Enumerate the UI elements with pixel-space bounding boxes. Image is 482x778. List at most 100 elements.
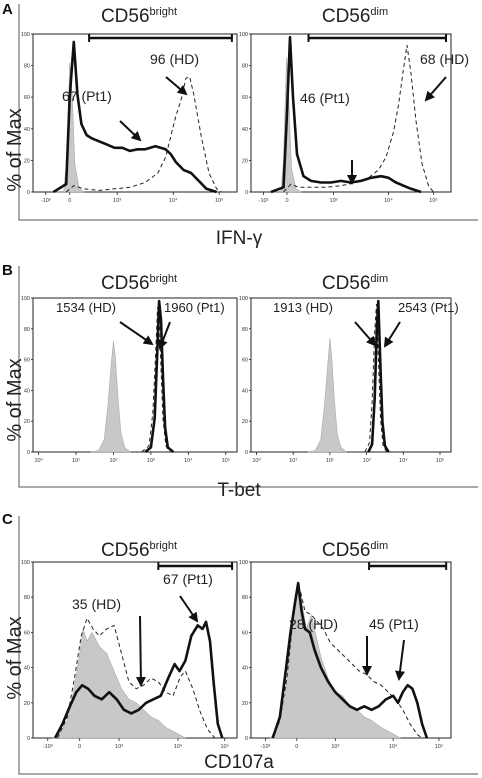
y-tick-label: 40 [24,666,30,672]
x-tick-label: 10² [326,458,334,464]
y-tick-label: 20 [24,158,30,164]
histogram-hd [283,45,434,193]
panel-letter: B [2,262,13,279]
y-tick-label: 60 [242,358,248,364]
x-axis-label: T-bet [217,480,261,501]
annotation-arrow [135,615,146,687]
x-tick-label: 10³ [147,458,155,464]
x-tick-label: 10⁴ [184,457,193,464]
x-tick-label: 0 [78,744,81,750]
y-tick-label: 60 [242,630,248,636]
y-tick-label: 100 [21,296,30,302]
annotation-label: 45 (Pt1) [369,616,419,632]
annotation-label: 68 (HD) [420,51,469,67]
histogram-hd [364,304,388,453]
annotation-label: 35 (HD) [72,596,121,612]
x-axis-label: IFN-γ [216,228,263,249]
histogram-hd [65,76,222,193]
y-tick-label: 0 [245,450,248,456]
x-tick-label: 10³ [113,198,121,204]
x-tick-label: -10³ [41,198,51,204]
subplot-title: CD56dim [322,540,388,561]
annotation-label: 67 (Pt1) [62,88,112,104]
annotation-label: 28 (HD) [289,616,338,632]
x-tick-label: 10⁴ [174,743,183,750]
subplot-title: CD56dim [322,6,388,27]
x-tick-label: -10³ [259,198,269,204]
plot-area [250,33,452,193]
histogram-hd [57,617,216,739]
x-tick-label: 10¹ [289,458,297,464]
x-tick-label: 10⁴ [399,457,408,464]
annotation-arrow [179,595,199,623]
plot-area [32,33,238,193]
panel-frame [18,266,478,488]
y-tick-label: 80 [242,595,248,601]
histogram-isotype [269,583,401,739]
y-tick-label: 60 [24,630,30,636]
panel-frame [18,4,478,221]
histogram-isotype [90,341,132,453]
y-tick-label: 80 [24,595,30,601]
panel-a: A % of Max IFN-γ CD56bright 0 20 40 60 80 100 -10³… [2,1,478,249]
y-axis-label: % of Max [4,108,26,191]
x-tick-label: 0 [295,744,298,750]
x-tick-label: 10⁰ [252,457,261,464]
y-tick-label: 80 [242,327,248,333]
histogram-pt1 [144,299,175,454]
subplot-cd56-dim: CD56dim 0 20 40 60 80 100 -10³ 0 10³ 10⁴ 10⁵ 46 (Pt1… [239,6,469,204]
subplot-title: CD56bright [101,273,177,294]
histogram-hd [141,307,171,453]
annotation-label: 96 (HD) [150,51,199,67]
annotation-label: 46 (Pt1) [300,90,350,106]
y-axis-label: % of Max [4,358,26,441]
x-tick-label: 10⁴ [169,197,178,204]
plot-area [32,297,238,453]
x-tick-label: 0 [68,198,71,204]
panel-c: C % of Max CD107a CD56bright 0 20 40 60 80 100 -10… [2,511,478,775]
x-tick-label: 10⁵ [215,197,223,204]
subplot-cd56-bright: CD56bright 0 20 40 60 80 100 -10³ 0 10³ 10⁴ 10⁵ 67 (… [21,6,238,204]
y-tick-label: 20 [242,158,248,164]
x-tick-label: 10³ [330,198,338,204]
histogram-isotype [307,337,348,453]
y-tick-label: 80 [24,64,30,70]
subplot-title: CD56bright [101,6,177,27]
histogram-pt1 [270,35,422,194]
annotation-arrow [119,120,142,142]
y-tick-label: 0 [245,190,248,196]
panel-b: B % of Max T-bet CD56bright 0 20 40 60 80 100 10⁰ 1… [2,262,478,501]
x-tick-label: 10³ [363,458,371,464]
panel-letter: A [2,1,13,18]
plot-area [250,297,452,453]
y-tick-label: 40 [242,666,248,672]
y-tick-label: 20 [24,419,30,425]
y-tick-label: 20 [242,701,248,707]
x-tick-label: -10³ [261,744,271,750]
annotation-label: 1960 (Pt1) [164,300,225,315]
annotation-arrow [165,76,188,96]
x-tick-label: 10⁵ [221,743,229,750]
y-tick-label: 40 [24,388,30,394]
x-tick-label: 10⁰ [34,457,43,464]
y-tick-label: 20 [242,419,248,425]
histogram-pt1 [271,581,429,739]
histogram-pt1 [52,40,217,194]
subplot-cd56-bright: CD56bright 0 20 40 60 80 100 -10³ 0 10³ 10⁴ 10⁵ 35 (… [21,540,238,750]
annotation-arrow [354,321,377,347]
y-axis-label: % of Max [4,616,26,699]
subplot-title: CD56bright [101,540,177,561]
annotation-arrow [395,639,405,681]
y-tick-label: 40 [242,388,248,394]
annotation-arrow [383,321,401,348]
y-tick-label: 0 [27,190,30,196]
y-tick-label: 0 [245,736,248,742]
y-tick-label: 60 [24,95,30,101]
subplot-title: CD56dim [322,273,388,294]
x-tick-label: 10² [110,458,118,464]
subplot-cd56-dim: CD56dim 0 20 40 60 80 100 10⁰ 10¹ 10² 10³ 10⁴ 10⁵ 191… [239,273,459,464]
y-tick-label: 100 [239,296,248,302]
panel-letter: C [2,511,13,528]
histogram-pt1 [53,620,224,739]
